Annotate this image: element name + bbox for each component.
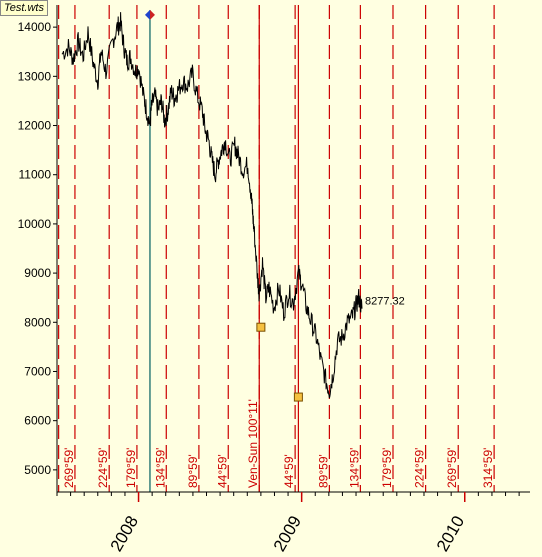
marker-degree-label: 224°59' [96,448,110,488]
marker-layer: 269°59' 224°59' 179°59' 134°59' 89°59' 44°59'… [58,5,495,492]
ven-sun-marker-label: Ven-Sun 100°11' [246,399,260,488]
marker-degree-label: 44°59' [282,454,296,488]
marker-degree-label: 134°59' [347,448,361,488]
marker-degree-label: 179°59' [124,448,138,488]
marker-degree-label: 89°59' [316,454,330,488]
y-tick-label: 7000 [24,364,51,378]
y-tick-label: 13000 [18,69,52,83]
marker-degree-label: 179°59' [380,448,394,488]
last-value-label: 8277.32 [365,296,405,308]
square-marker [256,322,266,332]
diamond-right-half [149,9,155,20]
symbol-layer [144,9,303,402]
y-tick-label: 11000 [19,168,52,182]
y-tick-label: 9000 [24,266,51,280]
marker-degree-label: 269°59' [62,448,76,488]
marker-degree-label: 314°59' [481,448,495,488]
series-layer: 8277.32 [61,12,405,399]
marker-degree-label: 269°59' [445,448,459,488]
y-tick-label: 6000 [24,414,51,428]
square-marker [293,392,303,402]
marker-degree-label: 89°59' [186,454,200,488]
diamond-left-half [144,9,150,20]
y-axis: 5000 6000 7000 8000 9000 10000 11000 12000 13000… [18,5,58,492]
marker-degree-label: 134°59' [153,448,167,488]
marker-degree-label: 224°59' [413,448,427,488]
y-tick-label: 14000 [18,20,52,34]
y-tick-label: 8000 [24,315,51,329]
price-series-line [61,12,363,399]
y-tick-label: 5000 [24,463,51,477]
y-tick-label: 10000 [18,217,52,231]
y-tick-label: 12000 [18,119,52,133]
file-name-tab[interactable]: Test.wts [0,0,48,16]
marker-degree-label: 44°59' [215,454,229,488]
